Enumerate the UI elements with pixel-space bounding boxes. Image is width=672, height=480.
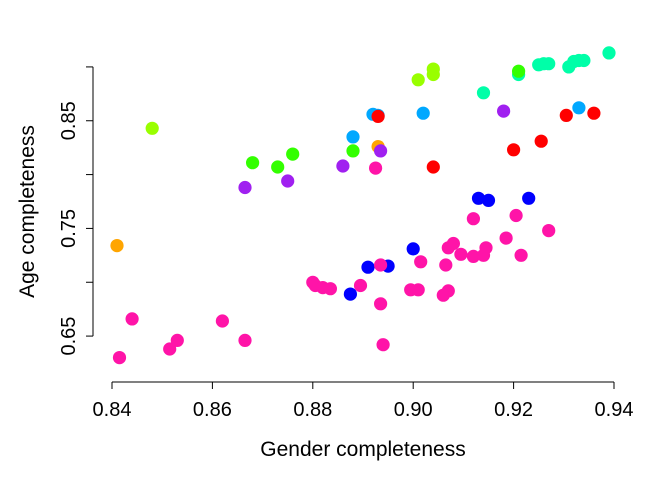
data-point [481, 193, 496, 207]
data-point [376, 338, 390, 352]
x-axis: 0.84 0.86 0.88 0.90 0.92 0.94 [93, 381, 634, 421]
data-point [454, 247, 468, 261]
data-point [163, 342, 177, 356]
data-point [374, 144, 388, 158]
data-point [534, 134, 548, 148]
data-points [110, 46, 616, 365]
data-point [336, 159, 350, 173]
data-point [499, 231, 513, 245]
data-point [587, 106, 601, 120]
x-tick-label: 0.84 [93, 399, 132, 421]
y-axis: 0.65 0.75 0.85 [58, 66, 94, 356]
data-point [271, 160, 285, 174]
data-point [353, 278, 368, 293]
data-point [369, 161, 383, 175]
data-point [281, 174, 295, 188]
x-axis-title: Gender completeness [260, 438, 465, 461]
data-point [602, 46, 616, 60]
y-tick-label: 0.75 [58, 209, 80, 248]
data-point [406, 242, 420, 256]
data-point [466, 212, 480, 226]
x-tick-label: 0.90 [394, 399, 433, 421]
x-tick-label: 0.86 [193, 399, 232, 421]
data-point [471, 191, 486, 205]
data-point [145, 121, 159, 135]
x-tick-label: 0.92 [494, 399, 533, 421]
y-tick-label: 0.65 [58, 317, 80, 356]
data-point [374, 297, 388, 311]
data-point [441, 241, 455, 255]
data-point [411, 283, 425, 297]
data-point [110, 239, 124, 253]
data-point [426, 160, 440, 174]
data-point [170, 333, 184, 347]
data-point [559, 108, 573, 122]
data-point [371, 109, 385, 123]
data-point [361, 260, 375, 274]
data-point [572, 101, 586, 115]
y-axis-title: Age completeness [16, 125, 39, 298]
data-point [346, 130, 360, 144]
data-point [476, 86, 491, 100]
data-point [414, 255, 428, 269]
data-point [497, 104, 511, 118]
data-point [532, 58, 546, 72]
data-point [416, 106, 430, 120]
data-point [439, 258, 453, 272]
data-point [506, 143, 521, 157]
data-point [374, 258, 388, 272]
data-point [466, 249, 480, 263]
data-point [112, 351, 127, 365]
data-point [476, 248, 491, 262]
data-point [238, 333, 252, 347]
data-point [125, 312, 139, 326]
data-point [511, 64, 526, 78]
x-tick-label: 0.88 [293, 399, 332, 421]
data-point [323, 282, 337, 296]
data-point [436, 288, 450, 302]
x-tick-label: 0.94 [595, 399, 634, 421]
data-point [343, 287, 357, 301]
data-point [509, 208, 523, 223]
data-point [426, 67, 440, 82]
data-point [246, 156, 260, 170]
data-point [522, 191, 536, 205]
data-point [346, 144, 360, 158]
data-point [562, 60, 576, 74]
data-point [542, 224, 556, 238]
data-point [238, 180, 252, 195]
data-point [411, 73, 425, 87]
data-point [215, 314, 229, 328]
data-point [514, 248, 528, 262]
y-tick-label: 0.85 [58, 101, 80, 140]
data-point [286, 147, 300, 161]
